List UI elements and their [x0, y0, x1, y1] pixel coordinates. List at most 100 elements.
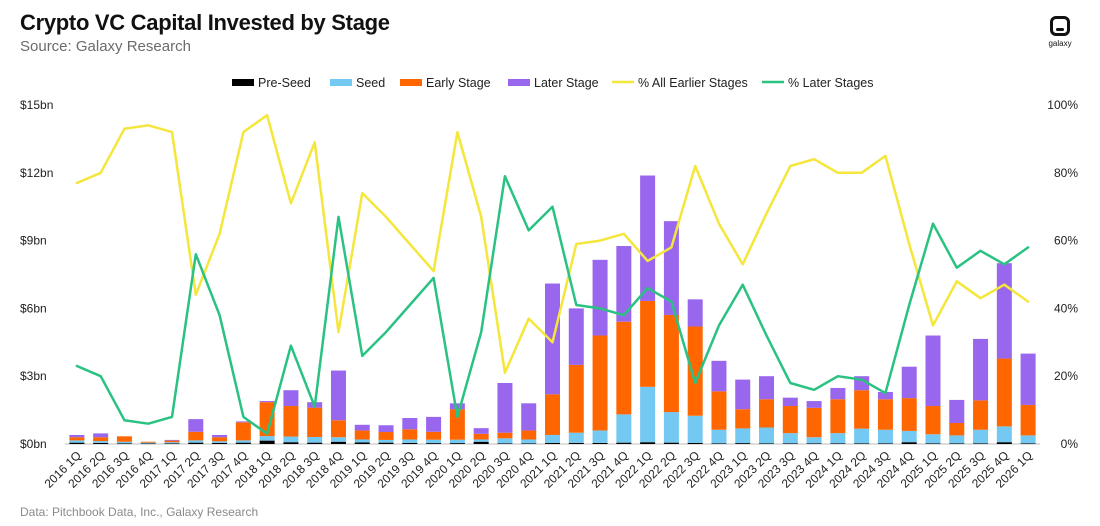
bar-later-stage: [521, 403, 537, 431]
bar-later-stage: [949, 399, 965, 423]
bar-later-stage: [877, 392, 893, 400]
legend-label-pre-seed: Pre-Seed: [258, 76, 311, 90]
bar-pre-seed: [616, 442, 632, 444]
bar-pre-seed: [568, 442, 584, 444]
bar-seed: [901, 430, 917, 443]
bar-pre-seed: [854, 443, 870, 444]
bar-pre-seed: [354, 442, 370, 444]
bar-pre-seed: [235, 442, 251, 444]
bar-early-stage: [93, 437, 109, 442]
bar-early-stage: [521, 430, 537, 440]
bar-pre-seed: [330, 441, 346, 444]
bar-seed: [521, 439, 537, 444]
bar-seed: [497, 438, 513, 444]
bar-pre-seed: [592, 442, 608, 444]
bar-early-stage: [426, 431, 442, 440]
legend-swatch-early-stage: [400, 79, 422, 86]
bar-pre-seed: [188, 442, 204, 444]
legend-label--all-earlier-stages: % All Earlier Stages: [638, 76, 748, 90]
bar-seed: [687, 415, 703, 443]
bar-later-stage: [212, 434, 228, 438]
legend-label-seed: Seed: [356, 76, 385, 90]
bar-early-stage: [687, 326, 703, 416]
bar-later-stage: [402, 418, 418, 430]
bar-later-stage: [830, 387, 846, 400]
bar-seed: [545, 434, 560, 443]
bar-later-stage: [663, 221, 679, 315]
bar-early-stage: [735, 409, 751, 429]
y-right-tick-label: 60%: [1054, 234, 1078, 248]
bar-seed: [735, 428, 751, 444]
bar-early-stage: [949, 422, 965, 436]
bar-early-stage: [759, 399, 775, 428]
y-left-tick-label: $12bn: [20, 166, 53, 180]
bar-early-stage: [830, 399, 846, 434]
bar-pre-seed: [164, 443, 180, 444]
bar-later-stage: [1020, 353, 1036, 405]
y-left-tick-label: $6bn: [20, 301, 47, 315]
bar-pre-seed: [497, 443, 513, 444]
bar-pre-seed: [901, 442, 917, 444]
bar-seed: [877, 429, 893, 444]
bar-pre-seed: [735, 443, 751, 444]
bar-early-stage: [283, 406, 299, 437]
bar-seed: [830, 433, 846, 444]
bar-seed: [473, 439, 489, 442]
bar-early-stage: [402, 429, 418, 440]
bar-pre-seed: [925, 443, 941, 444]
bar-later-stage: [759, 376, 775, 400]
bar-seed: [973, 429, 989, 444]
line--later-stages: [75, 174, 1030, 436]
bar-later-stage: [330, 370, 346, 421]
bar-pre-seed: [402, 442, 418, 444]
bar-pre-seed: [212, 442, 228, 444]
bar-later-stage: [69, 434, 85, 438]
bar-later-stage: [806, 401, 822, 408]
y-left-tick-label: $9bn: [20, 234, 47, 248]
bar-early-stage: [640, 300, 656, 387]
bar-later-stage: [449, 403, 465, 410]
legend: Pre-Seed Seed Early Stage Later Stage % All …: [232, 76, 873, 90]
bar-later-stage: [188, 419, 204, 432]
bar-later-stage: [568, 308, 584, 365]
legend-label--later-stages: % Later Stages: [788, 76, 873, 90]
legend-label-later-stage: Later Stage: [534, 76, 599, 90]
bar-early-stage: [259, 402, 275, 437]
bar-early-stage: [354, 430, 370, 440]
bar-early-stage: [212, 437, 228, 442]
bar-seed: [93, 441, 109, 443]
bar-later-stage: [901, 366, 917, 399]
bar-seed: [949, 435, 965, 444]
bar-pre-seed: [307, 442, 323, 444]
bar-pre-seed: [426, 443, 442, 444]
bar-pre-seed: [877, 443, 893, 444]
bar-seed: [378, 439, 394, 443]
bar-later-stage: [687, 299, 703, 327]
logo-text: galaxy: [1048, 39, 1072, 48]
bar-early-stage: [996, 358, 1012, 427]
bar-later-stage: [164, 439, 180, 441]
bar-later-stage: [711, 360, 727, 392]
bar-early-stage: [925, 406, 941, 435]
bar-early-stage: [1020, 404, 1036, 436]
bar-pre-seed: [140, 443, 156, 445]
bar-pre-seed: [93, 442, 109, 444]
y-right-tick-label: 80%: [1054, 166, 1078, 180]
bar-later-stage: [259, 401, 275, 403]
bar-pre-seed: [378, 442, 394, 444]
bar-later-stage: [378, 425, 394, 433]
bar-pre-seed: [759, 443, 775, 444]
bar-pre-seed: [259, 440, 275, 444]
bar-early-stage: [711, 391, 727, 430]
bar-pre-seed: [283, 442, 299, 444]
bar-early-stage: [473, 433, 489, 440]
bar-seed: [782, 433, 798, 444]
legend-label-early-stage: Early Stage: [426, 76, 491, 90]
y-left-tick-label: $15bn: [20, 98, 53, 112]
bar-seed: [235, 440, 251, 443]
bar-seed: [188, 440, 204, 443]
chart-subtitle: Source: Galaxy Research: [20, 38, 191, 55]
bar-seed: [212, 441, 228, 443]
bar-later-stage: [782, 397, 798, 407]
